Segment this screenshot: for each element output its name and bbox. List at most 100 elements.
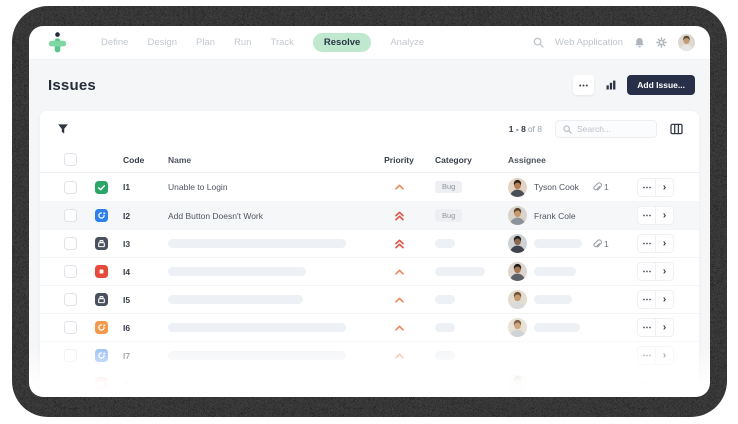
priority-cell bbox=[378, 380, 420, 388]
table-row-i5[interactable]: I5 › bbox=[40, 285, 699, 313]
assignee-skeleton bbox=[534, 267, 576, 276]
row-ellipsis-icon bbox=[642, 354, 651, 357]
project-name[interactable]: Web Application bbox=[555, 37, 623, 48]
category-cell bbox=[435, 239, 508, 248]
table-row-i6[interactable]: I6 › bbox=[40, 313, 699, 341]
priority-high-icon bbox=[394, 239, 404, 248]
category-badge: Bug bbox=[435, 180, 463, 194]
add-issue-button[interactable]: Add Issue... bbox=[627, 75, 695, 95]
issues-table-card: 1 - 8 of 8 bbox=[40, 111, 699, 397]
row-checkbox[interactable] bbox=[64, 265, 77, 278]
chart-view-button[interactable] bbox=[600, 75, 621, 95]
column-header-name[interactable]: Name bbox=[168, 154, 192, 165]
column-header-assignee[interactable]: Assignee bbox=[508, 154, 546, 165]
search-icon[interactable] bbox=[533, 37, 544, 48]
search-input[interactable] bbox=[577, 124, 649, 134]
row-more-button[interactable] bbox=[637, 346, 656, 365]
pagination-total: of 8 bbox=[527, 124, 542, 134]
row-open-button[interactable]: › bbox=[655, 318, 674, 337]
row-more-button[interactable] bbox=[637, 374, 656, 393]
table-row-i2[interactable]: I2 Add Button Doesn't Work Bug Frank Col… bbox=[40, 201, 699, 229]
tab-plan[interactable]: Plan bbox=[196, 37, 216, 48]
row-checkbox[interactable] bbox=[64, 321, 77, 334]
row-actions: › bbox=[637, 206, 674, 225]
table-row-i1[interactable]: I1 Unable to Login Bug Tyson Cook 1 › bbox=[40, 173, 699, 201]
app-logo[interactable] bbox=[48, 32, 67, 53]
filter-icon[interactable] bbox=[57, 123, 69, 135]
table-row-i4[interactable]: I4 › bbox=[40, 257, 699, 285]
user-avatar[interactable] bbox=[678, 34, 695, 51]
issue-name-cell bbox=[168, 323, 378, 332]
gear-icon[interactable] bbox=[656, 37, 667, 48]
tab-run[interactable]: Run bbox=[234, 37, 252, 48]
row-more-button[interactable] bbox=[637, 262, 656, 281]
attachments-cell: 1 bbox=[592, 239, 618, 249]
chevron-right-icon: › bbox=[662, 237, 667, 250]
row-more-button[interactable] bbox=[637, 177, 656, 197]
row-open-button[interactable]: › bbox=[655, 234, 674, 253]
row-open-button[interactable]: › bbox=[655, 177, 674, 197]
row-ellipsis-icon bbox=[642, 326, 651, 329]
row-more-button[interactable] bbox=[637, 234, 656, 253]
check-icon bbox=[95, 180, 108, 194]
row-checkbox[interactable] bbox=[64, 349, 77, 362]
row-open-button[interactable]: › bbox=[655, 374, 674, 393]
bell-icon[interactable] bbox=[634, 37, 645, 49]
row-open-button[interactable]: › bbox=[655, 262, 674, 281]
table-toolbar: 1 - 8 of 8 bbox=[40, 111, 699, 147]
stop-icon bbox=[95, 377, 108, 390]
table-row-i7[interactable]: I7 › bbox=[40, 341, 699, 369]
row-actions: › bbox=[637, 177, 674, 197]
columns-icon[interactable] bbox=[670, 123, 683, 135]
row-open-button[interactable]: › bbox=[655, 346, 674, 365]
row-more-button[interactable] bbox=[637, 290, 656, 309]
name-skeleton bbox=[168, 351, 346, 360]
chevron-right-icon: › bbox=[662, 321, 667, 334]
row-checkbox[interactable] bbox=[64, 209, 77, 222]
assignee-cell: Tyson Cook bbox=[508, 177, 592, 197]
row-more-button[interactable] bbox=[637, 318, 656, 337]
row-actions: › bbox=[637, 318, 674, 337]
row-open-button[interactable]: › bbox=[655, 206, 674, 225]
tab-analyze[interactable]: Analyze bbox=[390, 37, 425, 48]
tab-define[interactable]: Define bbox=[101, 37, 129, 48]
row-checkbox[interactable] bbox=[64, 293, 77, 306]
more-options-button[interactable] bbox=[573, 75, 595, 95]
row-actions: › bbox=[637, 234, 674, 253]
issue-code: I4 bbox=[123, 266, 131, 277]
issue-name-cell bbox=[168, 267, 378, 276]
chevron-right-icon: › bbox=[662, 209, 667, 222]
row-checkbox[interactable] bbox=[64, 377, 77, 390]
tab-resolve[interactable]: Resolve bbox=[312, 33, 372, 52]
column-header-category[interactable]: Category bbox=[435, 154, 472, 165]
priority-cell bbox=[378, 211, 420, 221]
select-all-checkbox[interactable] bbox=[64, 153, 77, 166]
app-window: Define Design Plan Run Track Resolve Analyze W… bbox=[29, 26, 710, 397]
avatar bbox=[508, 318, 527, 337]
table-row-i3[interactable]: I3 1 › bbox=[40, 229, 699, 257]
row-actions: › bbox=[637, 262, 674, 281]
row-actions: › bbox=[637, 346, 674, 365]
category-cell bbox=[435, 267, 508, 276]
tab-track[interactable]: Track bbox=[270, 37, 294, 48]
column-header-code[interactable]: Code bbox=[123, 154, 145, 165]
page-title: Issues bbox=[48, 76, 96, 94]
issue-name-cell bbox=[168, 239, 378, 248]
tab-design[interactable]: Design bbox=[147, 37, 178, 48]
issue-name-cell: Add Button Doesn't Work bbox=[168, 211, 378, 221]
category-skeleton bbox=[435, 239, 455, 248]
row-checkbox[interactable] bbox=[64, 180, 77, 194]
chevron-right-icon: › bbox=[662, 180, 667, 193]
refresh-icon bbox=[95, 321, 108, 334]
column-header-priority[interactable]: Priority bbox=[384, 154, 414, 165]
assignee-cell: Frank Cole bbox=[508, 206, 592, 225]
table-row-i8[interactable]: I8 › bbox=[40, 369, 699, 397]
row-more-button[interactable] bbox=[637, 206, 656, 225]
priority-low-icon bbox=[394, 381, 404, 387]
page-actions: Add Issue... bbox=[573, 75, 695, 95]
row-open-button[interactable]: › bbox=[655, 290, 674, 309]
row-checkbox[interactable] bbox=[64, 237, 77, 250]
name-skeleton bbox=[168, 379, 293, 388]
avatar bbox=[508, 206, 527, 225]
